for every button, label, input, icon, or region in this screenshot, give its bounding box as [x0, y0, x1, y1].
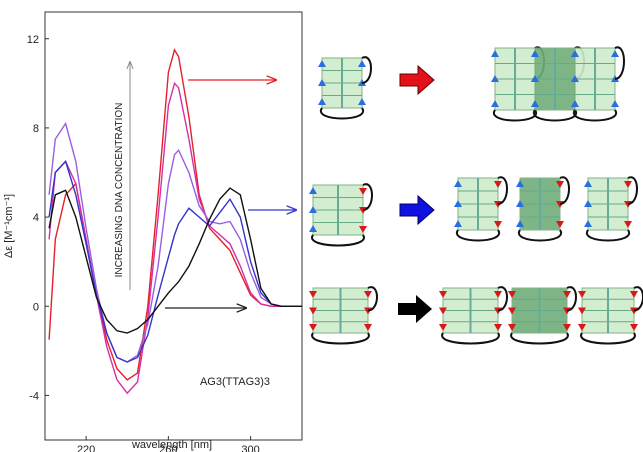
- y-axis-label: Δε [M⁻¹cm⁻¹]: [3, 194, 15, 258]
- x-tick-label: 260: [159, 444, 177, 452]
- figure: Δε [M⁻¹cm⁻¹] wavelength [nm] INCREASING …: [0, 0, 643, 452]
- x-tick-label: 300: [241, 444, 259, 452]
- annotation: AG3(TTAG3)3: [200, 376, 270, 388]
- annotation: INCREASING DNA CONCENTRATION: [114, 103, 125, 278]
- block-arrow: [400, 66, 434, 94]
- y-tick-label: 4: [33, 212, 39, 224]
- y-tick-label: -4: [29, 390, 39, 402]
- spectrum-line: [49, 50, 302, 380]
- y-tick-label: 8: [33, 123, 39, 135]
- x-tick-label: 220: [77, 444, 95, 452]
- spectrum-line: [49, 83, 302, 393]
- y-tick-label: 0: [33, 301, 39, 313]
- quadruplex-diagrams: [309, 47, 643, 343]
- block-arrow: [398, 295, 432, 323]
- block-arrow: [400, 196, 434, 224]
- y-tick-label: 12: [27, 34, 39, 46]
